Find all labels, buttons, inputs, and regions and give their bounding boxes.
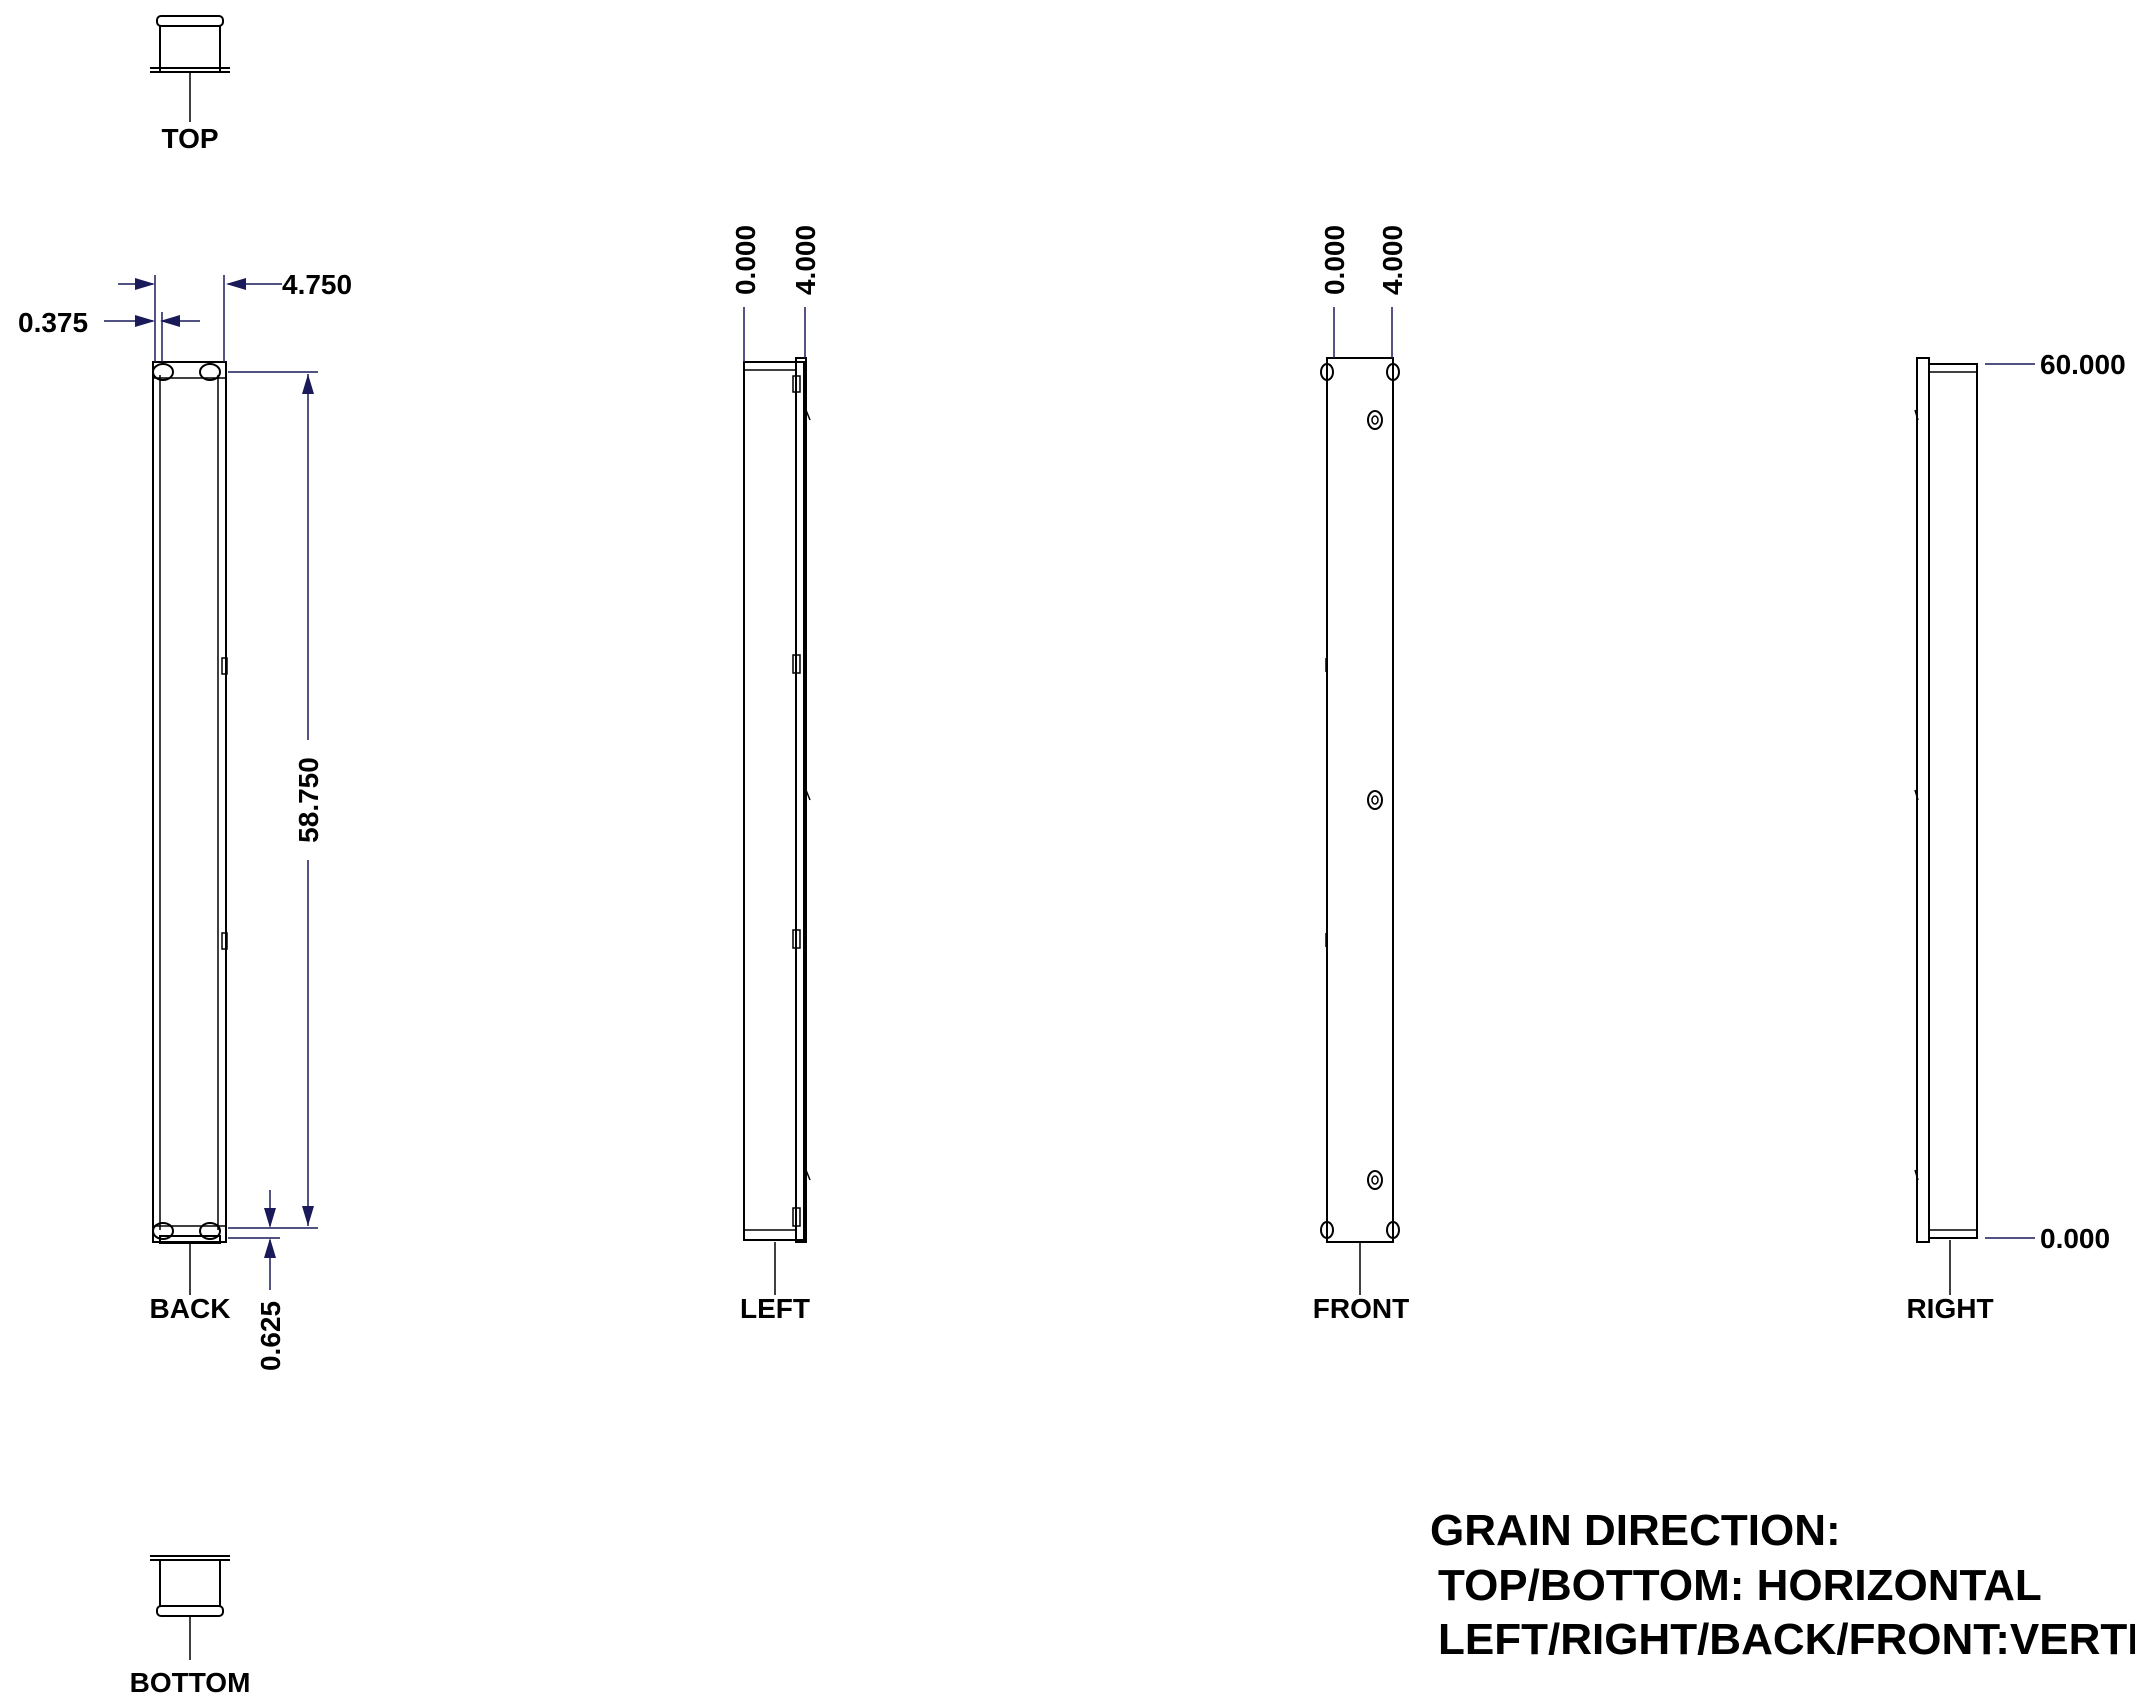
top-view-label: TOP bbox=[161, 123, 218, 154]
front-end-value: 4.000 bbox=[1377, 225, 1408, 295]
dimension-0375-value: 0.375 bbox=[18, 307, 88, 338]
dimension-58750 bbox=[228, 371, 318, 1229]
left-view bbox=[743, 357, 811, 1295]
back-view bbox=[152, 361, 228, 1295]
left-view-label: LEFT bbox=[740, 1293, 810, 1324]
dimension-0375 bbox=[104, 312, 200, 362]
note-top-bottom: TOP/BOTTOM: HORIZONTAL bbox=[1438, 1561, 2042, 1610]
note-title: GRAIN DIRECTION: bbox=[1430, 1506, 1841, 1555]
top-view bbox=[150, 15, 230, 122]
note-sides: LEFT/RIGHT/BACK/FRONT:VERTICAL bbox=[1438, 1615, 2135, 1664]
corner-block bbox=[152, 363, 221, 1240]
right-view-label: RIGHT bbox=[1906, 1293, 1993, 1324]
screw-icon bbox=[1367, 790, 1383, 810]
grain-direction-note: GRAIN DIRECTION: TOP/BOTTOM: HORIZONTAL … bbox=[1430, 1506, 2135, 1664]
front-start-value: 0.000 bbox=[1319, 225, 1350, 295]
right-top-value: 60.000 bbox=[2040, 349, 2126, 380]
screw-icon bbox=[1367, 1170, 1383, 1190]
left-end-value: 4.000 bbox=[790, 225, 821, 295]
screw-icon bbox=[1367, 410, 1383, 430]
right-view bbox=[1914, 357, 1978, 1295]
dimension-58750-value: 58.750 bbox=[293, 757, 324, 843]
left-dimension-ticks bbox=[743, 307, 806, 362]
right-dimension-ticks bbox=[1985, 363, 2035, 1239]
left-start-value: 0.000 bbox=[730, 225, 761, 295]
dimension-0625 bbox=[228, 1190, 280, 1290]
front-view bbox=[1320, 357, 1400, 1295]
bottom-view bbox=[150, 1555, 230, 1660]
dimension-0625-value: 0.625 bbox=[255, 1301, 286, 1371]
dimension-4750 bbox=[118, 275, 282, 362]
bottom-view-label: BOTTOM bbox=[130, 1667, 251, 1698]
right-bottom-value: 0.000 bbox=[2040, 1223, 2110, 1254]
back-view-label: BACK bbox=[150, 1293, 231, 1324]
front-dimension-ticks bbox=[1333, 307, 1393, 358]
dimension-4750-value: 4.750 bbox=[282, 269, 352, 300]
front-view-label: FRONT bbox=[1313, 1293, 1409, 1324]
